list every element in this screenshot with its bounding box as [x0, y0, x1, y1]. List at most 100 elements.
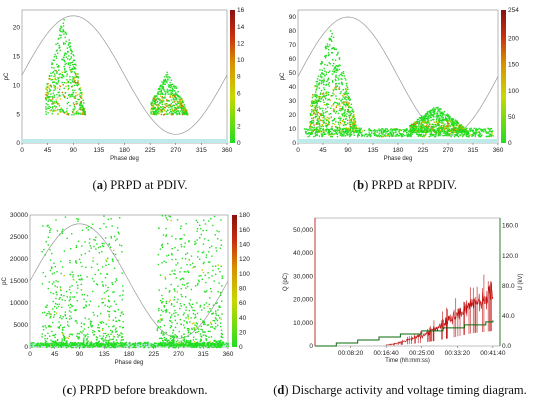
data-point [345, 106, 347, 108]
data-point [170, 79, 172, 81]
data-point [72, 343, 75, 345]
data-point [187, 314, 189, 316]
data-point [169, 216, 172, 218]
data-point [160, 92, 163, 94]
data-point [422, 134, 425, 136]
data-point [215, 346, 218, 349]
data-point [454, 119, 457, 121]
data-point [364, 133, 366, 136]
data-point [58, 79, 60, 82]
data-point [74, 76, 76, 78]
data-point [44, 94, 47, 96]
data-point [218, 344, 220, 347]
data-point [119, 244, 121, 246]
data-point [198, 343, 200, 346]
data-point [112, 283, 114, 286]
data-point [185, 342, 187, 345]
data-point [157, 100, 159, 103]
data-point [47, 107, 49, 109]
data-point [315, 134, 317, 136]
data-point [183, 337, 185, 339]
data-point [171, 86, 173, 88]
data-point [46, 306, 48, 308]
data-point [134, 344, 137, 347]
data-point [171, 88, 174, 90]
data-point [451, 131, 453, 134]
data-point [190, 332, 192, 334]
data-point [327, 78, 329, 80]
data-point [98, 330, 101, 333]
data-point [51, 340, 53, 343]
data-point [335, 48, 337, 51]
data-point [353, 130, 355, 132]
baseline-band [30, 343, 228, 347]
data-point [174, 315, 176, 317]
data-point [171, 335, 174, 337]
data-point [174, 99, 176, 101]
data-point [353, 119, 355, 121]
data-point [444, 117, 447, 119]
data-point [159, 342, 162, 344]
data-point [162, 298, 164, 300]
data-point [407, 135, 410, 137]
data-point [317, 96, 319, 98]
data-point [192, 339, 195, 341]
data-point [320, 82, 323, 85]
data-point [428, 123, 431, 125]
data-point [192, 262, 194, 264]
data-point [320, 127, 322, 130]
data-point [202, 323, 205, 326]
data-point [54, 87, 56, 89]
data-point [173, 339, 175, 341]
data-point [114, 281, 117, 283]
data-point [436, 129, 438, 131]
data-point [480, 128, 482, 130]
data-point [480, 130, 483, 132]
data-point [459, 128, 461, 130]
data-point [339, 105, 341, 107]
data-point [404, 129, 406, 131]
data-point [46, 83, 48, 85]
data-point [473, 133, 475, 135]
data-point [56, 312, 58, 314]
data-point [54, 285, 56, 287]
data-point [172, 89, 174, 91]
data-point [160, 319, 163, 322]
data-point [447, 127, 449, 130]
data-point [175, 238, 177, 240]
data-point [53, 56, 56, 58]
data-point [167, 93, 169, 95]
data-point [168, 86, 170, 88]
data-point [188, 344, 191, 347]
data-point [157, 253, 160, 256]
data-point [331, 73, 334, 75]
data-point [92, 331, 94, 334]
data-point [443, 134, 446, 137]
data-point [169, 342, 172, 344]
data-point [174, 334, 176, 336]
data-point [175, 335, 177, 337]
data-point [115, 327, 117, 329]
data-point [79, 112, 81, 115]
data-point [73, 97, 76, 99]
data-point [430, 128, 432, 130]
data-point [71, 233, 73, 235]
data-point [320, 72, 323, 75]
data-point [71, 342, 73, 344]
data-point [344, 110, 346, 112]
data-point [330, 95, 332, 97]
data-point [185, 223, 187, 225]
data-point [153, 112, 155, 114]
data-point [336, 135, 339, 138]
data-point [42, 312, 44, 314]
data-point [182, 278, 185, 280]
data-point [202, 229, 204, 232]
data-point [213, 280, 215, 282]
data-point [325, 122, 327, 125]
data-point [387, 129, 389, 132]
data-point [439, 110, 441, 112]
data-point [203, 344, 205, 346]
data-point [163, 344, 166, 346]
data-point [61, 299, 63, 301]
data-point [178, 111, 181, 114]
